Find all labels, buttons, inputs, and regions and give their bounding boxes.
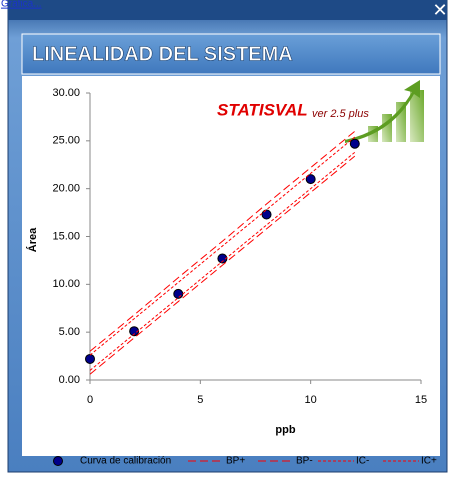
legend-label: BP+ (226, 456, 245, 467)
x-tick-label: 10 (305, 394, 317, 406)
x-tick-label: 5 (197, 394, 203, 406)
legend-label: IC+ (421, 456, 437, 467)
data-point (349, 138, 360, 149)
legend-label: IC- (356, 456, 369, 467)
data-point (305, 174, 316, 185)
data-point (85, 353, 95, 364)
logo-bar (410, 90, 424, 142)
legend-label: Curva de calibración (80, 456, 171, 467)
y-tick-label: 15.00 (52, 230, 80, 242)
data-point (217, 253, 228, 264)
y-tick-label: 30.00 (52, 87, 80, 99)
y-tick-label: 10.00 (52, 278, 80, 290)
logo-bar (368, 126, 378, 142)
close-button[interactable]: ✕ (432, 0, 447, 20)
logo-bar (382, 114, 392, 142)
legend-marker (53, 456, 63, 466)
band-line (89, 155, 356, 375)
data-point (129, 326, 140, 337)
y-tick-label: 20.00 (52, 183, 80, 195)
chart-title: LINEALIDAD DEL SISTEMA (32, 43, 293, 65)
data-point (261, 209, 272, 220)
logo-name: STATISVAL (217, 100, 308, 119)
x-tick-label: 15 (415, 394, 427, 406)
y-tick-label: 5.00 (59, 326, 80, 338)
x-axis-label: ppb (275, 424, 295, 436)
y-axis-label: Área (26, 227, 39, 252)
logo-bar (396, 102, 406, 142)
y-tick-label: 25.00 (52, 135, 80, 147)
legend-label: BP- (296, 456, 313, 467)
band-line (89, 136, 356, 356)
caption-link[interactable]: Gráfica... (1, 0, 42, 10)
header-bar (21, 33, 441, 75)
logo-arrow (345, 80, 420, 143)
title-bar (8, 0, 447, 20)
logo-version: ver 2.5 plus (312, 108, 369, 120)
x-tick-label: 0 (87, 394, 93, 406)
logo: STATISVAL ver 2.5 plus (217, 80, 424, 143)
y-tick-label: 0.00 (59, 374, 80, 386)
data-point (173, 288, 184, 299)
band-line (89, 130, 356, 352)
band-line (89, 151, 356, 371)
